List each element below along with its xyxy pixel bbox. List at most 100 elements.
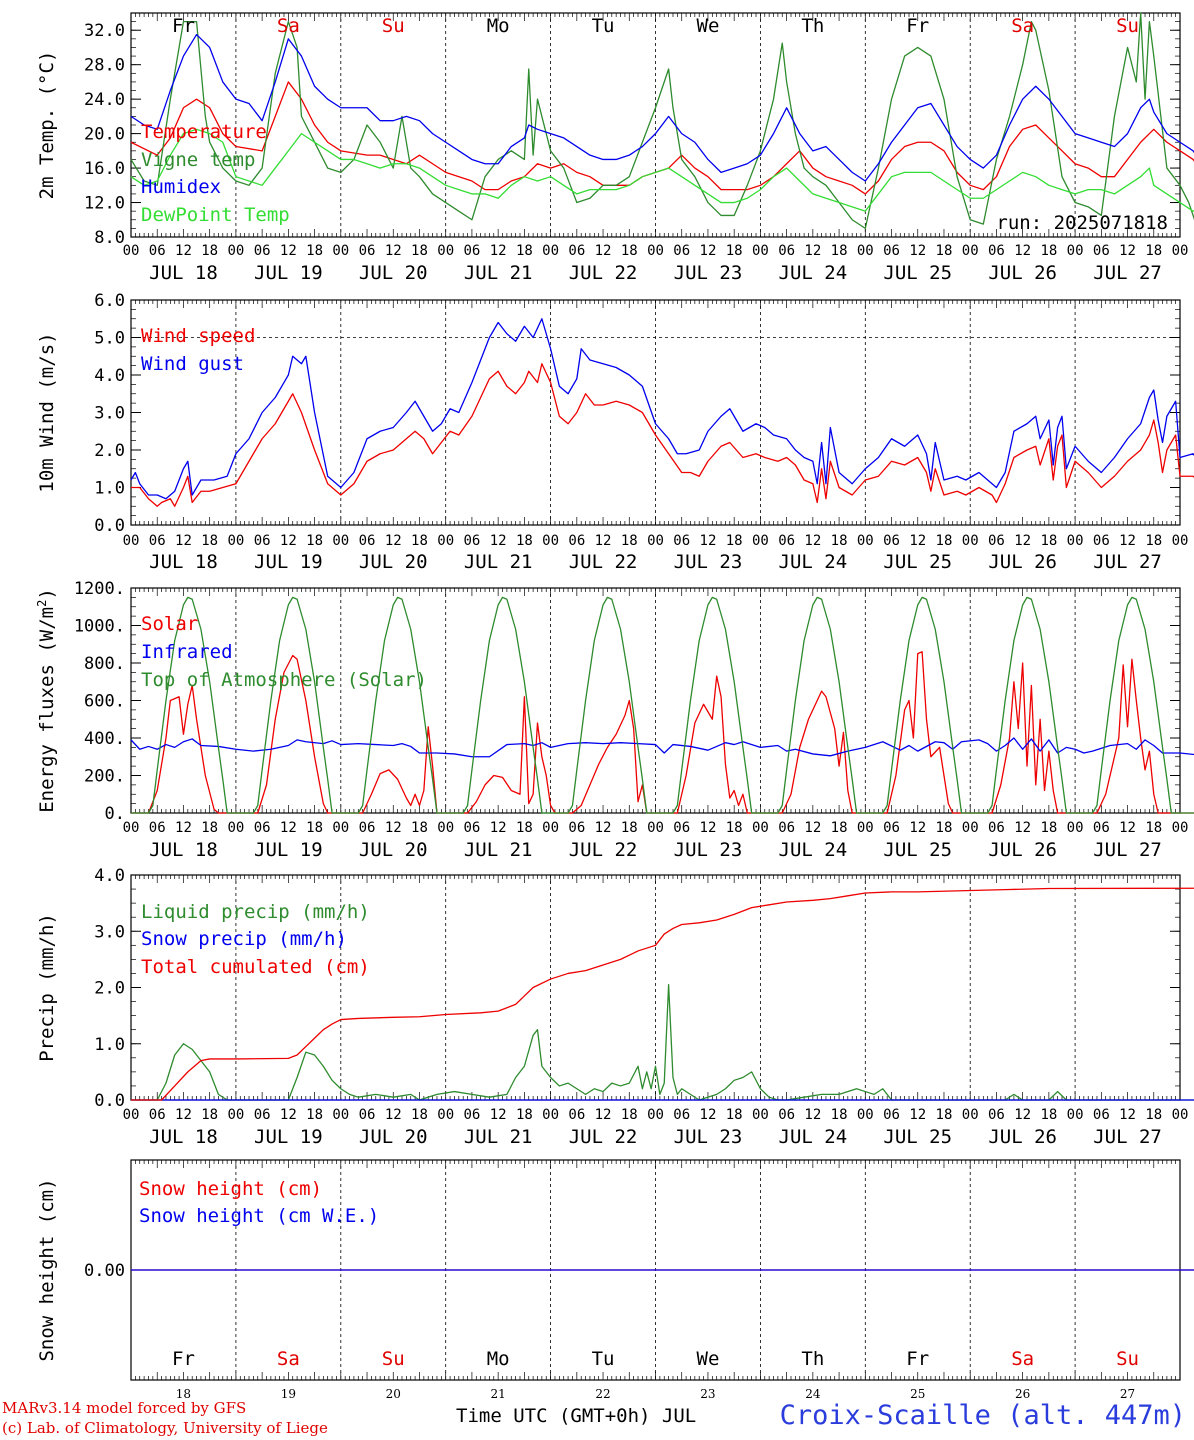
panel-snow: 0.00 Snow height (cm) Snow height (cm) Snow… (36, 1159, 1194, 1401)
hour-tick-label: 00 (227, 1107, 244, 1123)
hour-tick-label: 06 (463, 1107, 480, 1123)
panel-temperature: 8.0 12.0 16.0 20.0 24.0 28.0 32.0 2m Temp. (°C)… (36, 12, 1194, 284)
hour-tick-label: 06 (883, 1107, 900, 1123)
date-label: JUL 23 (674, 262, 743, 284)
hour-tick-label: 06 (673, 533, 690, 549)
hour-tick-label: 18 (621, 533, 638, 549)
y-tick-label: 3.0 (94, 922, 125, 942)
hour-tick-label: 00 (647, 243, 664, 259)
hour-tick-label: 18 (306, 243, 323, 259)
date-label: JUL 20 (359, 262, 428, 284)
weekday-label: We (697, 1348, 720, 1370)
hour-tick-label: 00 (227, 243, 244, 259)
hour-tick-label: 18 (1040, 243, 1057, 259)
hour-tick-label: 18 (621, 820, 638, 836)
panel-wind: 0.0 1.0 2.0 3.0 4.0 5.0 6.0 10m Wind (m/s) Wind … (36, 291, 1194, 573)
legend-entry: Wind speed (141, 325, 255, 347)
hour-tick-label: 12 (280, 533, 297, 549)
hour-tick-label: 18 (1145, 243, 1162, 259)
hour-tick-label: 18 (936, 533, 953, 549)
hour-tick-label: 18 (726, 1107, 743, 1123)
date-label: JUL 21 (464, 839, 533, 861)
date-label: JUL 27 (1093, 839, 1162, 861)
weekday-label: Su (1116, 15, 1139, 37)
hour-tick-label: 06 (463, 243, 480, 259)
weekday-label: Mo (487, 1348, 510, 1370)
weekday-label: Mo (487, 15, 510, 37)
hour-tick-label: 12 (909, 1107, 926, 1123)
hour-tick-label: 12 (1014, 533, 1031, 549)
weekday-label: We (697, 15, 720, 37)
hour-tick-label: 18 (411, 820, 428, 836)
hour-tick-label: 12 (175, 243, 192, 259)
hour-tick-label: 00 (647, 1107, 664, 1123)
y-axis-label: Energy fluxes (W/m2) (35, 588, 58, 813)
hour-tick-label: 12 (595, 243, 612, 259)
hour-tick-label: 06 (988, 533, 1005, 549)
day-number-label: 24 (805, 1387, 821, 1401)
weekday-label: Tu (592, 15, 615, 37)
hour-tick-label: 12 (595, 533, 612, 549)
date-label: JUL 18 (149, 551, 218, 573)
hour-tick-label: 18 (936, 1107, 953, 1123)
hour-tick-label: 06 (778, 820, 795, 836)
hour-tick-label: 06 (149, 243, 166, 259)
hour-tick-label: 06 (673, 820, 690, 836)
date-label: JUL 26 (988, 1126, 1057, 1148)
hour-tick-label: 12 (490, 1107, 507, 1123)
hour-tick-label: 18 (306, 1107, 323, 1123)
day-number-label: 23 (700, 1387, 715, 1401)
hour-tick-label: 06 (778, 1107, 795, 1123)
hour-tick-label: 12 (700, 533, 717, 549)
day-number-label: 19 (281, 1387, 296, 1401)
hour-tick-label: 06 (149, 820, 166, 836)
hour-tick-label: 06 (359, 1107, 376, 1123)
day-number-label: 27 (1120, 1387, 1135, 1401)
y-tick-label: 0.0 (94, 1091, 125, 1111)
hour-tick-label: 00 (1172, 243, 1189, 259)
y-tick-label: 800. (84, 654, 125, 674)
hour-tick-label: 12 (490, 243, 507, 259)
hour-tick-label: 18 (831, 820, 848, 836)
date-label: JUL 25 (883, 1126, 952, 1148)
series-line-infrared (130, 737, 1194, 758)
y-tick-label: 4.0 (94, 866, 125, 886)
date-label: JUL 18 (149, 262, 218, 284)
hour-tick-label: 06 (359, 243, 376, 259)
legend-entry: Wind gust (141, 353, 244, 375)
y-tick-label: 2.0 (94, 979, 125, 999)
weekday-label: Fr (172, 15, 195, 37)
date-label: JUL 18 (149, 1126, 218, 1148)
hour-tick-label: 00 (437, 1107, 454, 1123)
hour-tick-label: 00 (332, 1107, 349, 1123)
y-tick-label: 1000. (74, 617, 125, 637)
day-number-label: 18 (176, 1387, 191, 1401)
hour-tick-label: 18 (201, 243, 218, 259)
y-tick-label: 20.0 (84, 125, 125, 145)
date-label: JUL 26 (988, 839, 1057, 861)
run-annotation: run: 2025071818 (996, 212, 1168, 234)
hour-tick-label: 06 (1093, 243, 1110, 259)
legend-entry: Liquid precip (mm/h) (141, 901, 370, 923)
date-label: JUL 26 (988, 262, 1057, 284)
legend-entry: Vigne temp (141, 149, 255, 171)
date-label: JUL 21 (464, 262, 533, 284)
date-label: JUL 22 (569, 839, 638, 861)
weekday-label: Fr (906, 1348, 929, 1370)
y-axis-label: Precip (mm/h) (36, 913, 58, 1062)
hour-tick-label: 12 (909, 820, 926, 836)
panel-precip: 0.0 1.0 2.0 3.0 4.0 Precip (mm/h) Liquid preci… (36, 866, 1194, 1148)
y-tick-label: 32.0 (84, 21, 125, 41)
date-label: JUL 24 (779, 551, 848, 573)
series-line-total-cumulated-cm- (131, 887, 1194, 1101)
hour-tick-label: 06 (254, 243, 271, 259)
weekday-label: Su (382, 15, 405, 37)
hour-tick-label: 06 (673, 1107, 690, 1123)
legend-entry: Snow height (cm) (139, 1178, 322, 1200)
hour-tick-label: 00 (857, 820, 874, 836)
y-tick-label: 0.0 (94, 516, 125, 536)
hour-tick-label: 18 (306, 820, 323, 836)
hour-tick-label: 06 (1093, 533, 1110, 549)
weekday-label: Sa (1011, 15, 1034, 37)
hour-tick-label: 00 (123, 1107, 140, 1123)
